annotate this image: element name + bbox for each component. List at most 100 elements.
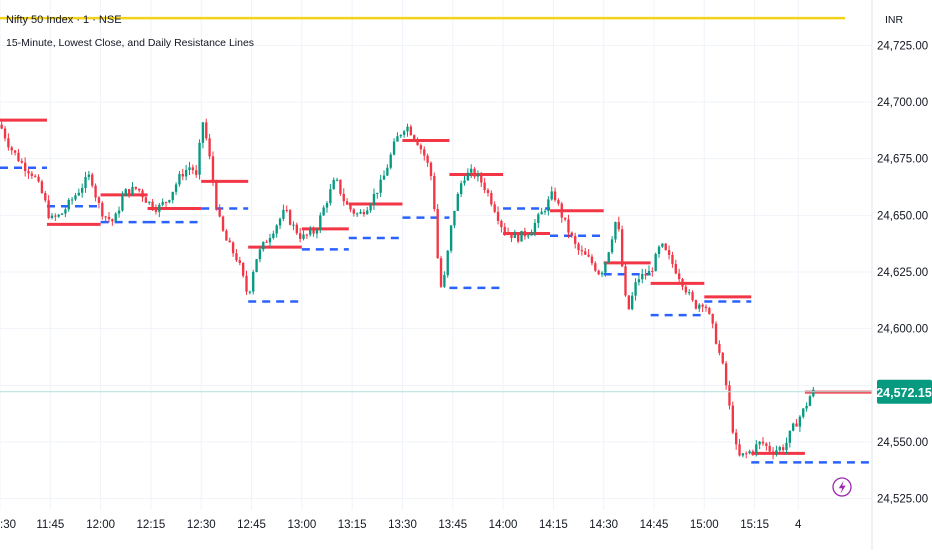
candle — [67, 198, 70, 212]
candle-body — [530, 232, 533, 236]
candle-body — [661, 243, 664, 247]
candle-body — [127, 189, 131, 195]
candle-body — [644, 273, 647, 276]
candle-body — [359, 211, 362, 214]
candle-body — [409, 126, 413, 136]
candle — [748, 449, 751, 455]
candle — [476, 170, 480, 182]
candle — [7, 133, 10, 151]
candle — [470, 164, 473, 178]
candle — [557, 198, 560, 206]
candle — [466, 168, 470, 181]
candle — [413, 134, 416, 142]
candle-body — [389, 154, 392, 168]
candle — [34, 174, 37, 178]
candle-body — [44, 192, 47, 201]
candle-body — [298, 233, 302, 239]
candle — [674, 259, 677, 275]
candle — [111, 218, 114, 226]
candle — [127, 188, 131, 198]
candle — [94, 183, 97, 202]
candle-body — [691, 292, 694, 301]
symbol-title[interactable]: Nifty 50 Index · 1 · NSE — [6, 14, 122, 26]
candle-body — [557, 200, 560, 204]
candle-body — [406, 126, 409, 132]
candle-body — [80, 187, 84, 193]
candle — [644, 269, 647, 280]
price-axis[interactable] — [872, 0, 932, 550]
candle-body — [607, 252, 610, 263]
candle — [550, 186, 553, 201]
candle — [688, 289, 691, 296]
candle-body — [332, 179, 335, 190]
candle — [342, 188, 345, 206]
candle-body — [443, 275, 446, 287]
currency-label[interactable]: INR — [885, 14, 904, 26]
candle — [131, 182, 134, 196]
candle-body — [50, 215, 54, 219]
candle — [359, 209, 362, 215]
candle-body — [647, 270, 651, 276]
candle — [527, 234, 530, 239]
candle-body — [667, 250, 671, 255]
candle — [661, 243, 664, 248]
last-price-label[interactable]: 24,572.15 — [876, 379, 932, 404]
candle-body — [587, 254, 590, 257]
candle — [567, 214, 570, 239]
candle-body — [252, 271, 255, 292]
candle-body — [768, 445, 771, 452]
price-tick-label: 24,600.00 — [877, 324, 928, 336]
grid-layer — [0, 0, 872, 510]
candle — [570, 231, 574, 238]
candle — [356, 212, 359, 217]
candle-body — [711, 313, 714, 324]
time-tick-label: 13:30 — [388, 519, 417, 531]
candle-body — [631, 295, 634, 310]
time-tick-label: :30 — [0, 519, 16, 531]
candle — [262, 241, 265, 252]
candle — [406, 123, 409, 137]
candle — [245, 270, 248, 295]
candle — [332, 177, 335, 190]
candle — [191, 164, 195, 175]
candle — [664, 242, 667, 251]
time-axis-ticks[interactable]: :30 11:45 12:00 12:15 12:30 12:45 13:00 13:15 13… — [0, 519, 802, 531]
price-tick-label: 24,625.00 — [877, 267, 928, 279]
candle — [684, 284, 688, 295]
candle — [101, 200, 104, 220]
candle — [268, 233, 272, 248]
candle — [161, 198, 164, 207]
candle — [604, 261, 607, 277]
candle — [195, 165, 198, 178]
candle — [755, 439, 758, 457]
candle — [453, 210, 456, 229]
candle — [580, 245, 584, 256]
time-tick-label: 13:15 — [338, 519, 367, 531]
candle-body — [620, 229, 624, 267]
candle — [459, 180, 463, 198]
candle-body — [560, 203, 563, 218]
candle-body — [168, 200, 171, 203]
candle-body — [570, 232, 574, 236]
resistance-lines — [0, 118, 872, 455]
indicator-title[interactable]: 15-Minute, Lowest Close, and Daily Resis… — [6, 37, 255, 49]
lightning-icon[interactable] — [832, 477, 852, 497]
candle — [107, 212, 111, 223]
candle-body — [456, 194, 459, 211]
candle-body — [600, 272, 604, 275]
candle-body — [74, 195, 77, 200]
candle — [691, 290, 694, 302]
candle — [138, 188, 141, 193]
candle-body — [516, 233, 520, 242]
candle — [617, 216, 620, 232]
candle-body — [57, 214, 60, 217]
candle-body — [188, 167, 191, 171]
candle — [523, 227, 527, 240]
candle — [698, 303, 701, 313]
candle — [205, 118, 208, 141]
candle-body — [604, 262, 607, 273]
candle — [255, 259, 258, 273]
candle — [734, 429, 738, 450]
